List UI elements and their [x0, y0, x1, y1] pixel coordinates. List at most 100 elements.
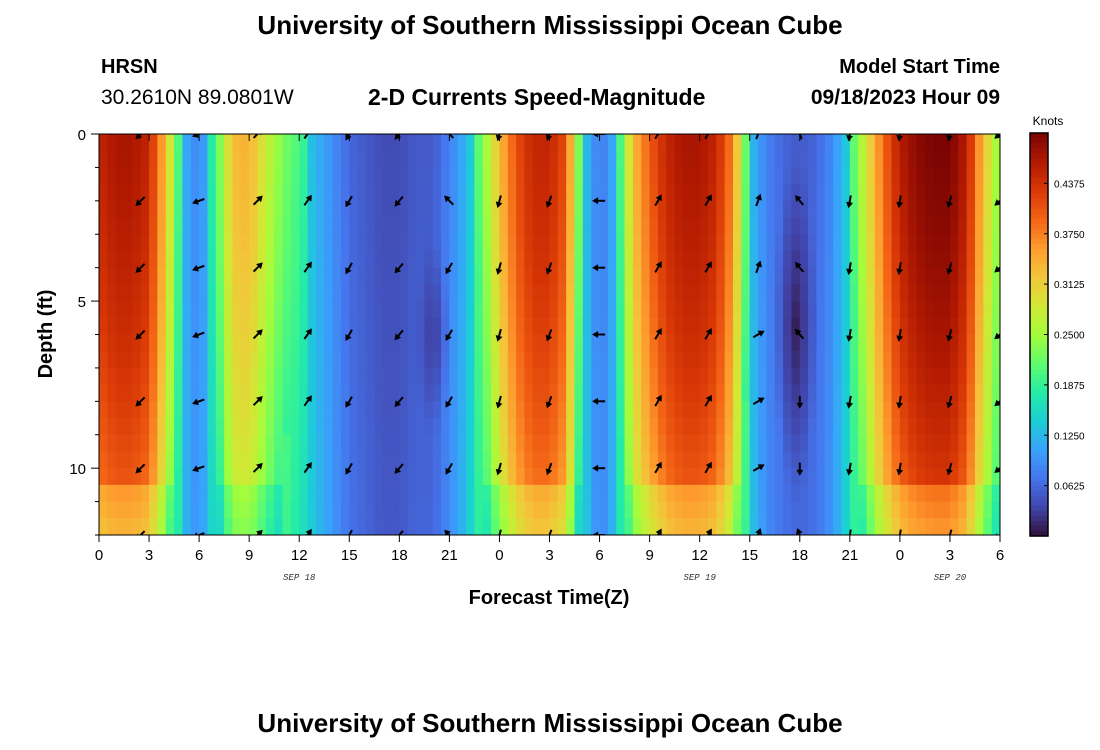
heatmap-cell	[716, 367, 726, 386]
heatmap-cell	[482, 184, 492, 202]
heatmap-cell	[157, 167, 167, 185]
heatmap-cell	[324, 134, 334, 152]
heatmap-cell	[107, 167, 117, 185]
heatmap-cell	[791, 200, 801, 219]
heatmap-cell	[624, 234, 634, 252]
heatmap-cell	[441, 301, 450, 319]
heatmap-cell	[607, 167, 617, 185]
heatmap-cell	[416, 284, 425, 302]
heatmap-cell	[340, 317, 350, 336]
heatmap-cell	[165, 301, 175, 319]
heatmap-cell	[716, 284, 726, 302]
heatmap-cell	[549, 518, 559, 535]
heatmap-cell	[574, 184, 584, 202]
heatmap-cell	[624, 418, 634, 436]
heatmap-cell	[916, 317, 926, 336]
heatmap-cell	[657, 434, 667, 453]
heatmap-cell	[682, 418, 692, 436]
heatmap-cell	[299, 267, 309, 285]
heatmap-cell	[549, 284, 559, 302]
heatmap-cell	[833, 367, 843, 386]
heatmap-cell	[941, 384, 951, 402]
heatmap-cell	[482, 334, 492, 352]
current-vector	[345, 134, 352, 141]
heatmap-cell	[215, 367, 225, 386]
heatmap-cell	[416, 468, 425, 486]
heatmap-cell	[274, 501, 284, 519]
heatmap-cell	[115, 134, 125, 152]
heatmap-cell	[908, 301, 918, 319]
heatmap-cell	[657, 451, 667, 469]
heatmap-cell	[432, 134, 442, 152]
heatmap-cell	[357, 167, 367, 185]
heatmap-cell	[365, 184, 375, 202]
heatmap-cell	[107, 150, 117, 169]
heatmap-cell	[791, 334, 801, 352]
heatmap-cell	[899, 501, 909, 519]
heatmap-cell	[591, 367, 601, 386]
heatmap-cell	[883, 234, 893, 252]
heatmap-cell	[866, 468, 876, 486]
heatmap-cell	[474, 267, 484, 285]
heatmap-cell	[257, 351, 267, 369]
heatmap-cell	[207, 334, 217, 352]
heatmap-cell	[541, 418, 551, 436]
heatmap-cell	[432, 451, 442, 469]
heatmap-cell	[307, 468, 317, 486]
heatmap-cell	[816, 234, 826, 252]
heatmap-cell	[949, 267, 959, 285]
heatmap-cell	[441, 367, 450, 386]
heatmap-cell	[115, 334, 125, 352]
heatmap-cell	[641, 234, 651, 252]
heatmap-cell	[324, 384, 334, 402]
current-vector	[192, 134, 203, 138]
heatmap-cell	[691, 167, 701, 185]
current-vector	[896, 462, 904, 476]
heatmap-cell	[441, 334, 450, 352]
heatmap-cell	[716, 451, 726, 469]
heatmap-cell	[974, 167, 984, 185]
heatmap-cell	[549, 367, 559, 386]
colorbar-segment	[1030, 153, 1048, 159]
heatmap-cell	[399, 501, 409, 519]
heatmap-cell	[916, 284, 926, 302]
heatmap-cell	[758, 401, 767, 419]
heatmap-cell	[549, 167, 559, 185]
heatmap-cell	[349, 234, 359, 252]
heatmap-cell	[174, 501, 184, 519]
heatmap-cell	[949, 484, 959, 503]
heatmap-cell	[908, 451, 918, 469]
heatmap-cell	[149, 334, 158, 352]
heatmap-cell	[816, 501, 826, 519]
heatmap-cell	[599, 134, 609, 152]
heatmap-cell	[733, 484, 742, 503]
heatmap-cell	[966, 167, 976, 185]
heatmap-cell	[491, 451, 501, 469]
heatmap-cell	[132, 134, 142, 152]
heatmap-cell	[249, 401, 259, 419]
colorbar-segment	[1030, 168, 1048, 174]
heatmap-cell	[299, 451, 309, 469]
heatmap-cell	[441, 234, 450, 252]
heatmap-cell	[482, 167, 492, 185]
heatmap-cell	[574, 267, 584, 285]
heatmap-cell	[199, 167, 209, 185]
heatmap-cell	[190, 401, 200, 419]
heatmap-cell	[165, 200, 175, 219]
heatmap-cell	[240, 384, 250, 402]
heatmap-cell	[399, 250, 409, 269]
heatmap-cell	[149, 518, 158, 535]
heatmap-cell	[591, 468, 601, 486]
heatmap-cell	[365, 418, 375, 436]
heatmap-cell	[783, 367, 793, 386]
heatmap-cell	[682, 200, 692, 219]
y-tick-label: 0	[78, 127, 86, 144]
heatmap-cell	[574, 367, 584, 386]
heatmap-cell	[407, 267, 417, 285]
heatmap-cell	[758, 301, 767, 319]
heatmap-cell	[199, 234, 209, 252]
heatmap-cell	[474, 250, 484, 269]
heatmap-cell	[115, 234, 125, 252]
heatmap-cell	[924, 267, 934, 285]
heatmap-cell	[149, 434, 158, 453]
